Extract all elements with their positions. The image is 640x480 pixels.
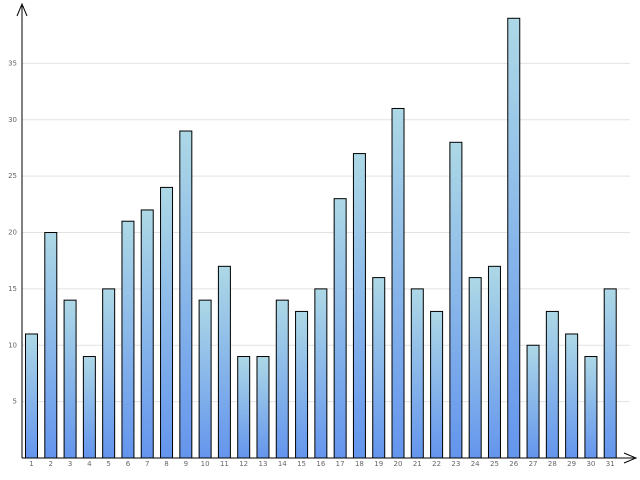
x-tick-label: 14 bbox=[278, 460, 287, 468]
bar bbox=[468, 277, 482, 459]
x-tick-label: 16 bbox=[316, 460, 325, 468]
bar bbox=[198, 299, 212, 459]
bar bbox=[314, 288, 328, 459]
y-tick-label: 10 bbox=[8, 341, 17, 349]
bar bbox=[391, 107, 405, 459]
x-tick-label: 15 bbox=[297, 460, 306, 468]
y-tick-label: 25 bbox=[8, 172, 17, 180]
x-tick-label: 23 bbox=[451, 460, 460, 468]
x-tick-label: 25 bbox=[490, 460, 499, 468]
bar bbox=[160, 186, 174, 459]
x-tick-label: 2 bbox=[49, 460, 53, 468]
bar bbox=[237, 356, 251, 459]
x-tick-label: 22 bbox=[432, 460, 441, 468]
bar bbox=[82, 356, 96, 459]
x-tick-label: 10 bbox=[201, 460, 210, 468]
x-tick-label: 21 bbox=[413, 460, 422, 468]
y-tick-label: 20 bbox=[8, 229, 17, 237]
bar bbox=[507, 17, 521, 459]
bar bbox=[430, 310, 444, 459]
x-tick-label: 18 bbox=[355, 460, 364, 468]
y-tick-label: 30 bbox=[8, 116, 17, 124]
x-tick-label: 6 bbox=[126, 460, 131, 468]
bar bbox=[487, 265, 501, 459]
x-tick-label: 1 bbox=[29, 460, 33, 468]
bar bbox=[179, 130, 193, 459]
x-tick-label: 3 bbox=[68, 460, 72, 468]
y-tick-label: 35 bbox=[8, 59, 17, 67]
x-tick-label: 5 bbox=[106, 460, 110, 468]
bars bbox=[25, 17, 617, 459]
bar bbox=[372, 277, 386, 459]
x-tick-label: 8 bbox=[164, 460, 168, 468]
x-tick-label: 12 bbox=[239, 460, 248, 468]
x-tick-label: 24 bbox=[471, 460, 480, 468]
bar bbox=[140, 209, 154, 459]
bar bbox=[63, 299, 77, 459]
bar bbox=[295, 310, 309, 459]
bar bbox=[256, 356, 270, 459]
bar bbox=[545, 310, 559, 459]
bar bbox=[526, 344, 540, 459]
x-tick-label: 19 bbox=[374, 460, 383, 468]
bar bbox=[121, 220, 135, 459]
x-tick-label: 27 bbox=[529, 460, 538, 468]
bar bbox=[275, 299, 289, 459]
x-tick-label: 26 bbox=[509, 460, 518, 468]
bar bbox=[352, 153, 366, 459]
bar bbox=[217, 265, 231, 459]
bar bbox=[603, 288, 617, 459]
y-tick-label: 15 bbox=[8, 285, 17, 293]
bar bbox=[44, 232, 58, 459]
x-tick-label: 17 bbox=[336, 460, 345, 468]
bar bbox=[102, 288, 116, 459]
y-axis-arrow bbox=[16, 2, 28, 17]
bar bbox=[410, 288, 424, 459]
x-axis-arrow bbox=[623, 452, 638, 464]
x-tick-label: 9 bbox=[184, 460, 188, 468]
x-tick-label: 29 bbox=[567, 460, 576, 468]
bar bbox=[565, 333, 579, 459]
bar bbox=[584, 356, 598, 459]
bar bbox=[333, 198, 347, 459]
x-tick-label: 7 bbox=[145, 460, 149, 468]
bar bbox=[449, 141, 463, 459]
x-tick-label: 28 bbox=[548, 460, 557, 468]
x-tick-label: 4 bbox=[87, 460, 92, 468]
bar bbox=[25, 333, 38, 459]
y-tick-label: 5 bbox=[13, 398, 17, 406]
x-tick-label: 11 bbox=[220, 460, 229, 468]
x-tick-label: 30 bbox=[586, 460, 595, 468]
x-tick-label: 20 bbox=[394, 460, 403, 468]
x-tick-label: 31 bbox=[606, 460, 615, 468]
x-tick-label: 13 bbox=[259, 460, 268, 468]
